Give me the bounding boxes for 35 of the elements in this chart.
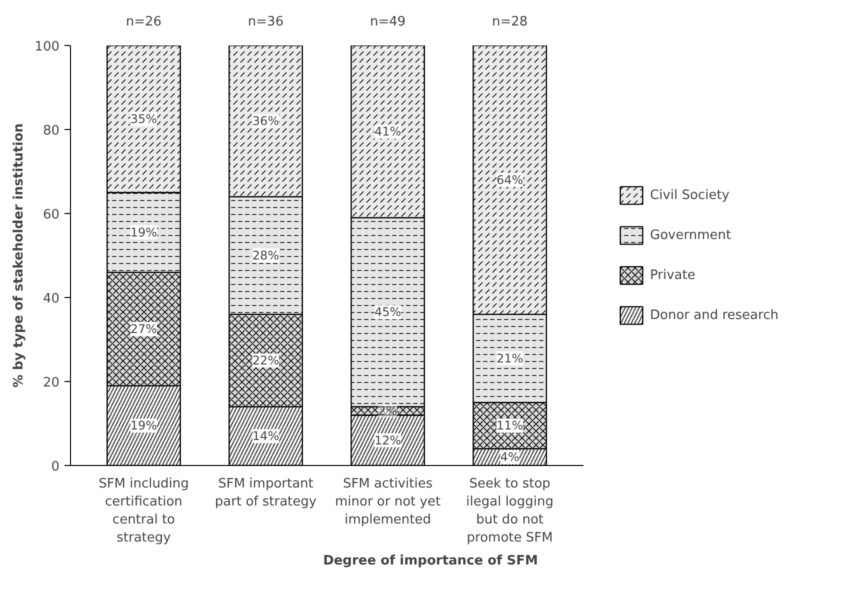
y-tick-label: 20 [42,376,60,390]
text: n=49 [370,14,406,30]
text: n=36 [248,14,284,30]
x-tick-label: Seek to stop ilegal logging but do not promote SFM [466,476,554,546]
legend-label: Civil Society [650,188,730,202]
y-tick-label: 0 [51,460,60,474]
data-label: 35% [130,112,158,126]
data-label: 12% [374,433,402,448]
x-tick-label: SFM important part of strategy [214,476,317,510]
data-label: 41% [374,124,402,139]
data-label: 11% [496,418,524,433]
data-label: 19% [130,418,158,433]
data-label: 4% [500,450,520,464]
y-tick-label: 40 [42,292,60,306]
y-tick-label: 100 [34,40,60,54]
data-label: 28% [252,248,280,262]
data-label: 22% [252,354,280,368]
text: n=28 [492,14,528,30]
x-tick-label: SFM including certification central to strategy [98,476,189,546]
data-label: 14% [252,429,280,444]
x-axis-title: Degree of importance of SFM [323,554,538,568]
text: n=26 [126,14,162,30]
x-tick-label: SFM activities minor or not yet implemented [334,476,441,528]
data-label: 45% [374,305,402,320]
y-tick-label: 80 [42,124,60,138]
data-label: 36% [252,114,280,128]
data-label: 19% [130,225,158,240]
legend-label: Private [650,268,696,282]
data-label: 64% [496,172,524,187]
y-axis-title: % by type of stakeholder institution [12,123,27,388]
data-label: 27% [130,322,158,336]
legend-label: Government [650,228,732,242]
y-tick-label: 60 [42,208,60,222]
legend-label: Donor and research [650,308,780,322]
data-label: 21% [496,351,524,366]
